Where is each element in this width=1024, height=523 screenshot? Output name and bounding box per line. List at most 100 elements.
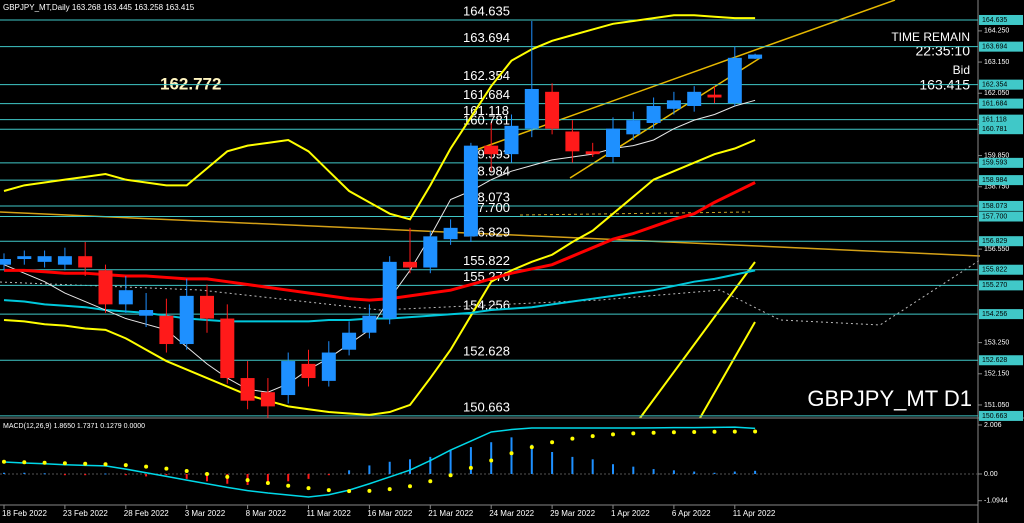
- macd-bar: [754, 470, 757, 474]
- candle-body: [748, 54, 763, 59]
- level-tag-label: 162.354: [982, 81, 1007, 88]
- y-tick-label: 164.250: [984, 28, 1009, 35]
- signal-dot: [489, 458, 494, 463]
- candle-body: [646, 105, 661, 123]
- candle-body: [78, 256, 93, 268]
- candle-body: [626, 120, 641, 135]
- y-tick-label: 151.050: [984, 402, 1009, 409]
- signal-dot: [448, 473, 453, 478]
- level-label: 150.663: [463, 399, 510, 414]
- level-label: 160.781: [463, 113, 510, 128]
- candle-body: [321, 352, 336, 381]
- candle-body: [240, 378, 255, 401]
- signal-dot: [651, 430, 656, 435]
- signal-dot: [692, 429, 697, 434]
- cloud-edge: [519, 211, 751, 216]
- y-tick-label: 153.250: [984, 339, 1009, 346]
- level-tag: [979, 236, 1023, 247]
- macd-bar: [632, 466, 635, 474]
- signal-dot: [144, 464, 149, 469]
- level-tag-label: 160.781: [982, 126, 1007, 133]
- level-label: 152.628: [463, 344, 510, 359]
- candle-body: [707, 94, 722, 98]
- signal-dot: [83, 461, 88, 466]
- level-tag: [979, 280, 1023, 291]
- level-label: 155.270: [463, 269, 510, 284]
- level-tag: [979, 124, 1023, 135]
- level-tag-label: 164.635: [982, 17, 1007, 24]
- macd-bar: [3, 472, 5, 474]
- candle-body: [179, 295, 194, 345]
- macd-bar: [165, 473, 168, 476]
- level-label: 161.118: [463, 103, 509, 118]
- macd-bar: [368, 465, 371, 474]
- candle-body: [220, 318, 235, 379]
- signal-dot: [468, 465, 473, 470]
- candle-body: [281, 361, 296, 396]
- signal-dot: [225, 474, 230, 479]
- macd-bar: [388, 461, 391, 474]
- x-tick-label: 8 Mar 2022: [246, 509, 287, 518]
- macd-bar: [287, 473, 290, 482]
- macd-bar: [307, 473, 310, 479]
- level-tag-label: 158.984: [982, 177, 1007, 184]
- candle-body: [504, 125, 519, 155]
- y-tick-label: 159.850: [984, 152, 1009, 159]
- candle-body: [0, 259, 11, 265]
- y-tick-label: 0.00: [984, 471, 998, 478]
- signal-dot: [712, 429, 717, 434]
- level-tag-label: 163.694: [982, 43, 1007, 50]
- level-label: 155.822: [463, 253, 510, 268]
- level-tag: [979, 114, 1023, 125]
- signal-dot: [245, 478, 250, 483]
- candle-body: [484, 145, 499, 155]
- candle-body: [57, 256, 72, 265]
- macd-bar: [449, 449, 452, 474]
- x-tick-label: 21 Mar 2022: [428, 509, 473, 518]
- signal-dot: [123, 463, 128, 468]
- y-tick-label: 152.150: [984, 371, 1009, 378]
- level-tag-label: 154.256: [982, 311, 1007, 318]
- level-tag-label: 156.829: [982, 238, 1007, 245]
- x-tick-label: 11 Mar 2022: [307, 509, 352, 518]
- macd-bar: [551, 451, 554, 474]
- signal-dot: [570, 436, 575, 441]
- level-tag-label: 155.270: [982, 282, 1007, 289]
- candle-body: [159, 315, 174, 345]
- candle-body: [565, 131, 580, 152]
- signal-dot: [732, 429, 737, 434]
- x-tick-label: 1 Apr 2022: [611, 509, 650, 518]
- candle-body: [200, 295, 214, 319]
- signal-dot: [347, 489, 352, 494]
- x-tick-label: 3 Mar 2022: [185, 509, 226, 518]
- macd-bar: [206, 473, 208, 482]
- signal-dot: [205, 471, 209, 476]
- candle-body: [382, 261, 397, 319]
- macd-bar: [327, 473, 330, 476]
- macd-bar: [104, 473, 107, 475]
- macd-bar: [693, 471, 696, 474]
- candle-body: [17, 256, 32, 260]
- trendline: [639, 261, 756, 419]
- signal-dot: [550, 440, 555, 445]
- level-tag: [979, 98, 1023, 109]
- indicator-line: [3, 269, 756, 323]
- signal-dot: [62, 461, 67, 466]
- level-tag: [979, 157, 1023, 168]
- candle-body: [463, 145, 478, 237]
- macd-bar: [733, 471, 736, 474]
- signal-dot: [42, 460, 47, 465]
- signal-dot: [103, 462, 108, 467]
- signal-dot: [326, 488, 331, 493]
- signal-dot: [611, 432, 615, 437]
- macd-bar: [469, 447, 472, 474]
- macd-bar: [530, 444, 533, 474]
- trendline: [699, 321, 756, 419]
- level-tag: [979, 200, 1023, 211]
- high-label: 162.772: [160, 74, 221, 93]
- signal-dot: [184, 469, 189, 474]
- symbol-label: GBPJPY_MT D1: [807, 386, 972, 411]
- trendline: [469, 0, 896, 153]
